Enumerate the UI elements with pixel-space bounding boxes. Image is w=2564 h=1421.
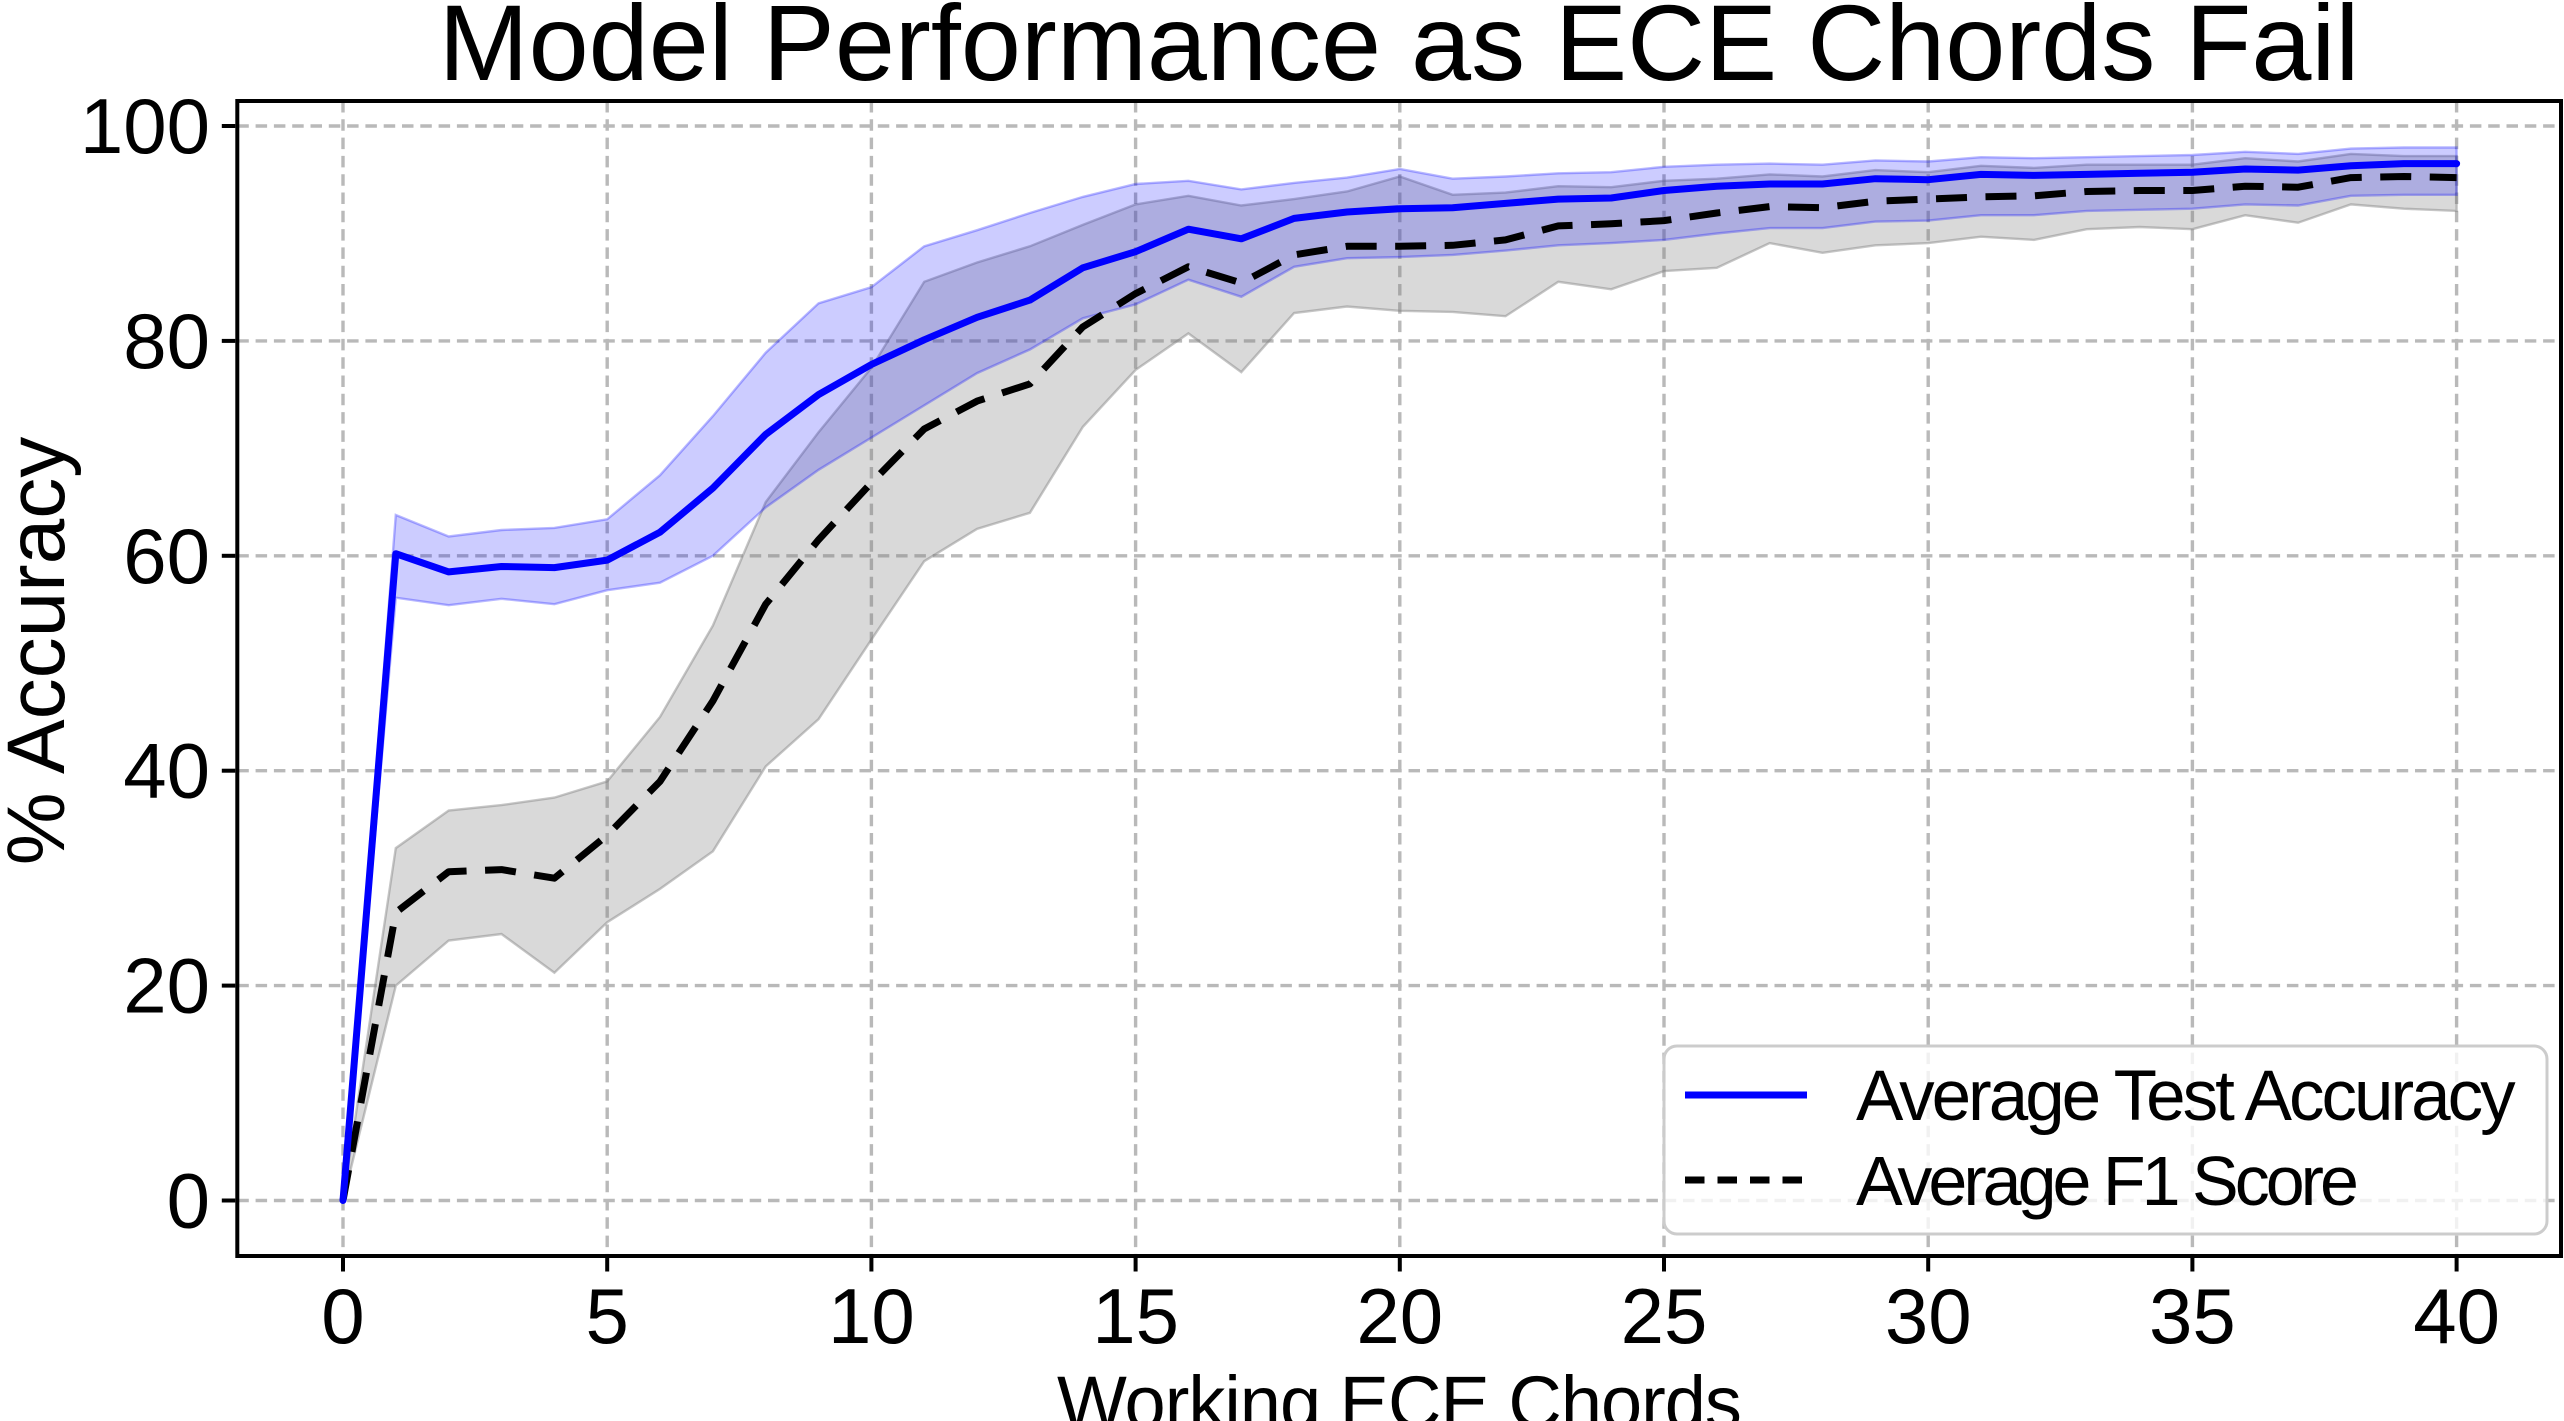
svg-text:Average Test Accuracy: Average Test Accuracy bbox=[1856, 1057, 2516, 1136]
svg-text:35: 35 bbox=[2149, 1272, 2236, 1360]
svg-text:10: 10 bbox=[828, 1272, 915, 1360]
svg-text:15: 15 bbox=[1092, 1272, 1179, 1360]
svg-text:100: 100 bbox=[80, 82, 210, 170]
svg-text:0: 0 bbox=[167, 1157, 210, 1245]
svg-text:20: 20 bbox=[1356, 1272, 1443, 1360]
svg-text:Model Performance as ECE Chord: Model Performance as ECE Chords Fail bbox=[439, 0, 2360, 103]
svg-text:5: 5 bbox=[586, 1272, 629, 1360]
svg-text:40: 40 bbox=[2413, 1272, 2500, 1360]
svg-text:25: 25 bbox=[1621, 1272, 1708, 1360]
svg-text:20: 20 bbox=[123, 942, 210, 1030]
svg-text:Working ECE Chords: Working ECE Chords bbox=[1057, 1361, 1741, 1421]
svg-text:0: 0 bbox=[321, 1272, 364, 1360]
svg-text:40: 40 bbox=[123, 727, 210, 815]
svg-text:% Accuracy: % Accuracy bbox=[0, 437, 82, 865]
svg-text:80: 80 bbox=[123, 297, 210, 385]
svg-text:Average F1 Score: Average F1 Score bbox=[1856, 1142, 2356, 1220]
svg-text:60: 60 bbox=[123, 512, 210, 600]
svg-text:30: 30 bbox=[1885, 1272, 1972, 1360]
